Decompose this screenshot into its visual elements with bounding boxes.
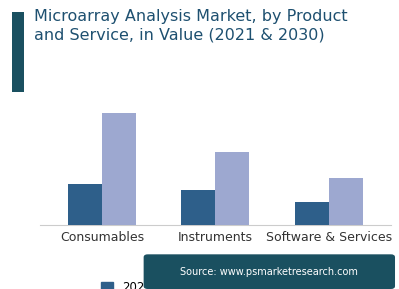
Bar — [295, 202, 329, 225]
Bar — [102, 113, 136, 225]
Text: Microarray Analysis Market, by Product
and Service, in Value (2021 & 2030): Microarray Analysis Market, by Product a… — [34, 9, 348, 43]
Text: Source: www.psmarketresearch.com: Source: www.psmarketresearch.com — [180, 267, 358, 277]
Bar — [329, 178, 363, 225]
Bar — [215, 152, 249, 225]
Legend: 2021, 2030: 2021, 2030 — [101, 281, 210, 289]
Bar — [68, 184, 102, 225]
Bar — [182, 190, 215, 225]
